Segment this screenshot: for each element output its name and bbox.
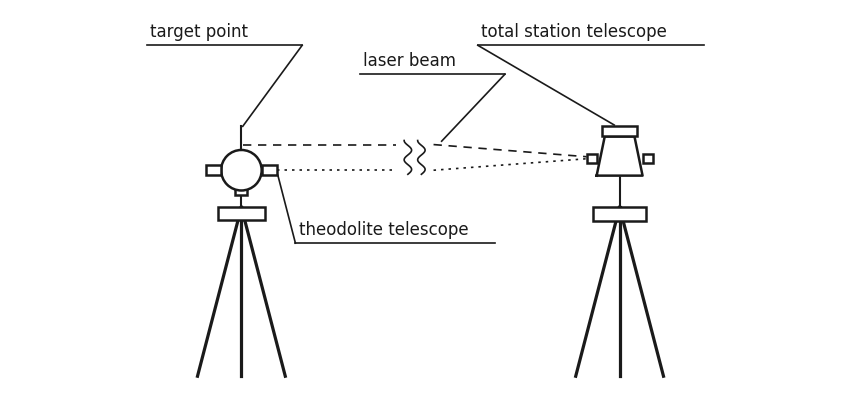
Bar bbox=[262, 165, 276, 175]
Text: total station telescope: total station telescope bbox=[481, 23, 667, 41]
Circle shape bbox=[221, 150, 262, 191]
Polygon shape bbox=[597, 136, 642, 175]
Bar bbox=[235, 183, 247, 195]
Text: laser beam: laser beam bbox=[363, 52, 456, 70]
Bar bbox=[642, 154, 653, 164]
Bar bbox=[218, 207, 265, 220]
Text: target point: target point bbox=[150, 23, 248, 41]
Text: theodolite telescope: theodolite telescope bbox=[299, 221, 468, 239]
Bar bbox=[593, 207, 646, 221]
Bar bbox=[207, 165, 221, 175]
Bar bbox=[586, 154, 597, 164]
Bar bbox=[602, 126, 637, 136]
